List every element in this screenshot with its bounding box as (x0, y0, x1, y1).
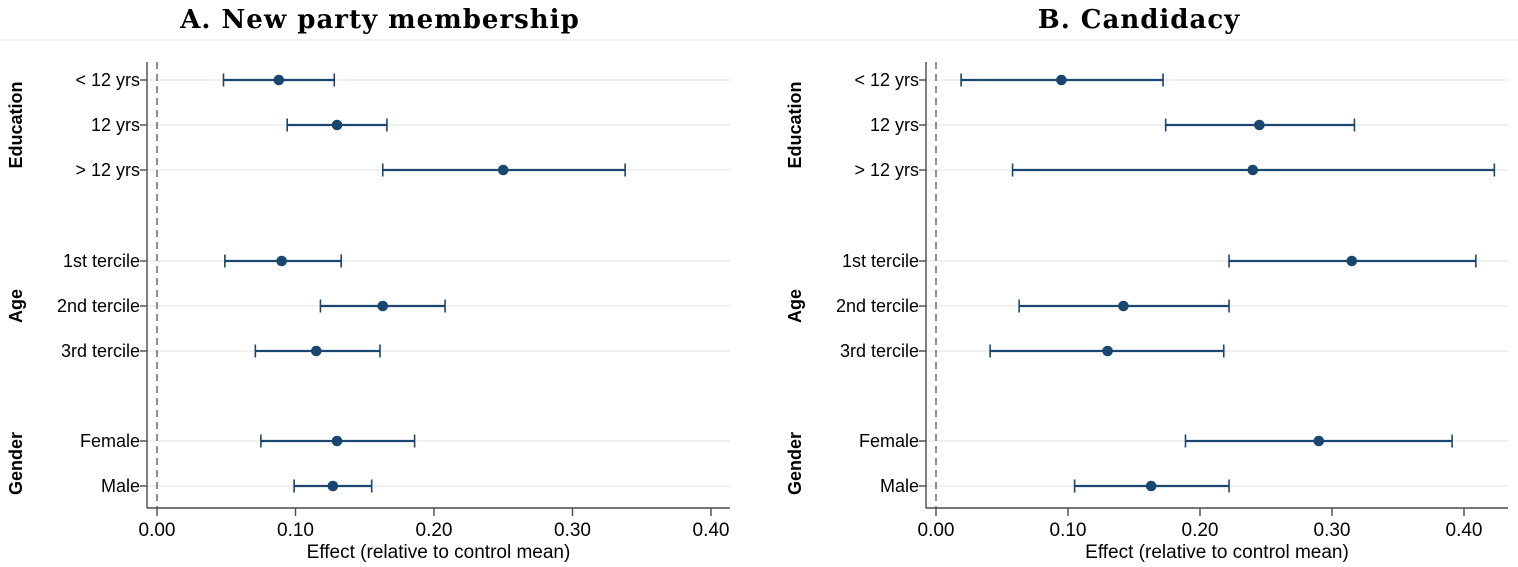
x-tick-label: 0.40 (1446, 520, 1483, 541)
row-label: < 12 yrs (854, 70, 919, 90)
point-marker (331, 435, 343, 447)
point-marker (1118, 300, 1129, 312)
point-marker (1247, 164, 1259, 176)
row-label: < 12 yrs (75, 70, 140, 90)
x-tick-label: 0.40 (693, 520, 730, 541)
point-marker (1056, 74, 1067, 86)
row-label: > 12 yrs (854, 160, 919, 180)
x-tick-label: 0.10 (277, 520, 314, 541)
row-label: Male (880, 476, 919, 496)
point-marker (310, 345, 322, 357)
x-tick-label: 0.10 (1050, 520, 1087, 541)
panel-a-new-party-membership: 0.00 0.10 0.20 0.30 0.40 Effect (relative to … (0, 5, 759, 563)
row-label: 2nd tercile (836, 296, 919, 316)
row-label: Male (101, 476, 140, 496)
row-label: 12 yrs (91, 115, 140, 135)
x-axis-title: Effect (relative to control mean) (307, 542, 571, 563)
point-marker (276, 255, 287, 267)
panel-b-candidacy: 0.00 0.10 0.20 0.30 0.40 Effect (relative to … (759, 5, 1518, 563)
group-label: Education (785, 81, 805, 168)
point-marker (331, 119, 343, 131)
row-label: 3rd tercile (61, 341, 140, 361)
point-marker (1346, 255, 1358, 267)
group-label: Gender (785, 432, 805, 495)
x-tick-label: 0.00 (918, 520, 955, 541)
point-marker (1254, 119, 1265, 131)
row-label: 1st tercile (63, 251, 140, 271)
x-tick-label: 0.00 (139, 520, 176, 541)
panel-title: B. Candidacy (1038, 5, 1241, 35)
row-label: 2nd tercile (57, 296, 140, 316)
row-label: Female (859, 431, 919, 451)
point-marker (273, 74, 285, 86)
x-tick-label: 0.20 (1182, 520, 1219, 541)
point-marker (1313, 435, 1325, 447)
row-label: 3rd tercile (840, 341, 919, 361)
point-marker (1102, 345, 1113, 357)
row-label: 1st tercile (842, 251, 919, 271)
point-marker (497, 164, 509, 176)
x-tick-label: 0.30 (554, 520, 591, 541)
point-marker (327, 480, 339, 492)
point-marker (377, 300, 389, 312)
row-label: 12 yrs (870, 115, 919, 135)
x-tick-label: 0.20 (416, 520, 453, 541)
x-tick-label: 0.30 (1314, 520, 1351, 541)
row-label: > 12 yrs (75, 160, 140, 180)
group-label: Gender (6, 432, 26, 495)
group-label: Age (785, 289, 805, 323)
group-label: Age (6, 289, 26, 323)
group-label: Education (6, 81, 26, 168)
x-axis-title: Effect (relative to control mean) (1085, 542, 1349, 563)
panel-title: A. New party membership (179, 5, 580, 35)
point-marker (1145, 480, 1157, 492)
row-label: Female (80, 431, 140, 451)
